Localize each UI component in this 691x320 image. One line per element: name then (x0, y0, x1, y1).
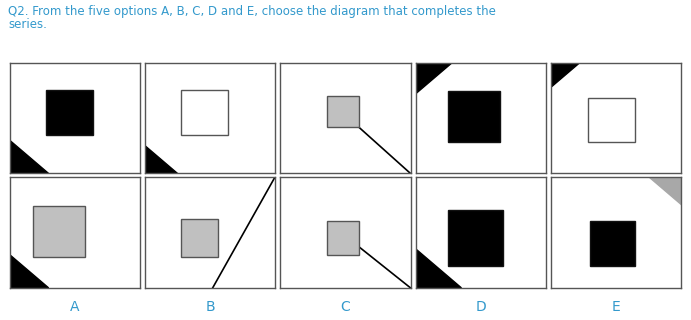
Bar (448, 92, 500, 142)
Text: Q2. From the five options A, B, C, D and E, choose the diagram that completes th: Q2. From the five options A, B, C, D and… (8, 5, 496, 18)
Bar (46, 90, 93, 135)
Bar (328, 221, 359, 255)
Polygon shape (10, 140, 48, 173)
Text: D: D (475, 300, 486, 314)
Polygon shape (145, 146, 178, 173)
Polygon shape (10, 255, 48, 288)
Bar (448, 210, 503, 266)
Text: C: C (341, 300, 350, 314)
Text: series.: series. (8, 18, 47, 31)
Polygon shape (551, 62, 580, 87)
Text: E: E (612, 300, 621, 314)
Bar (328, 96, 359, 127)
Bar (182, 90, 228, 135)
Text: B: B (205, 300, 215, 314)
Bar (590, 221, 634, 266)
Bar (182, 219, 218, 257)
Bar (33, 206, 85, 257)
Bar (588, 98, 634, 142)
Text: A: A (70, 300, 79, 314)
Polygon shape (416, 62, 453, 93)
Polygon shape (416, 249, 462, 288)
Polygon shape (649, 177, 681, 205)
